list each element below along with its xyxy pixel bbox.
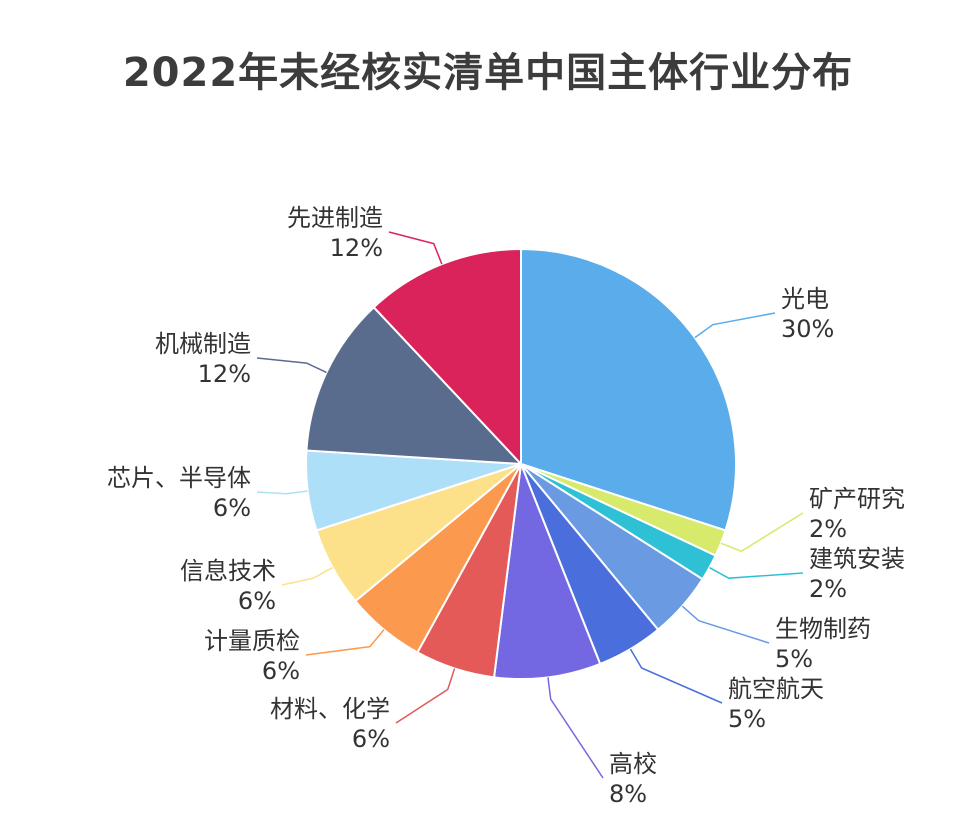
- slice-label-7: 计量质检: [204, 627, 300, 655]
- slice-percent-9: 6%: [213, 494, 251, 522]
- slice-label-5: 高校: [609, 750, 657, 778]
- slice-percent-8: 6%: [238, 587, 276, 615]
- leader-line-5: [547, 677, 604, 779]
- slice-label-10: 机械制造: [155, 330, 251, 358]
- slice-label-11: 先进制造: [287, 204, 383, 232]
- leader-line-1: [720, 512, 804, 553]
- slice-label-6: 材料、化学: [270, 695, 390, 723]
- slice-label-8: 信息技术: [180, 557, 276, 585]
- slice-percent-7: 6%: [262, 657, 300, 685]
- leader-line-3: [681, 605, 770, 644]
- leader-line-4: [629, 648, 723, 704]
- slice-label-0: 光电: [781, 285, 829, 313]
- chart-title: 2022年未经核实清单中国主体行业分布: [122, 50, 854, 96]
- leader-line-10: [256, 357, 327, 374]
- leader-line-9: [256, 490, 308, 495]
- slice-percent-0: 30%: [781, 315, 834, 343]
- leader-line-8: [281, 566, 333, 586]
- slice-label-9: 芯片、半导体: [107, 464, 251, 492]
- slice-percent-6: 6%: [352, 725, 390, 753]
- slice-percent-3: 5%: [775, 645, 813, 673]
- slice-label-1: 矿产研究: [809, 485, 905, 513]
- leader-line-2: [709, 566, 804, 579]
- leader-line-11: [388, 231, 443, 265]
- pie-slice-0: [520, 247, 737, 532]
- leader-line-0: [694, 312, 776, 339]
- slice-percent-5: 8%: [609, 780, 647, 808]
- slice-percent-11: 12%: [330, 234, 383, 262]
- leader-line-6: [395, 668, 456, 724]
- slice-label-2: 建筑安装: [809, 545, 905, 573]
- slice-percent-1: 2%: [809, 515, 847, 543]
- slice-percent-4: 5%: [728, 705, 766, 733]
- slice-percent-2: 2%: [809, 575, 847, 603]
- slice-label-4: 航空航天: [728, 675, 824, 703]
- pie-slice-5: [492, 463, 602, 680]
- leader-line-7: [305, 629, 385, 656]
- slice-percent-10: 12%: [198, 360, 251, 388]
- slice-label-3: 生物制药: [775, 615, 871, 643]
